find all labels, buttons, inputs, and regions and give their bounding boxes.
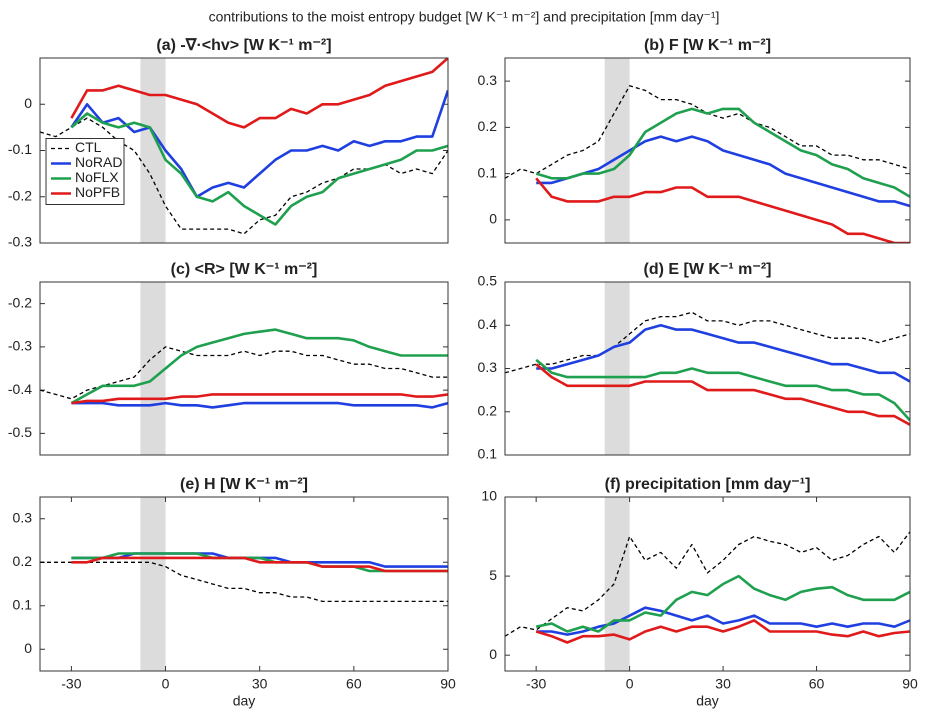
y-tick-label: 0 [24,640,32,656]
y-tick-label: -0.1 [8,141,32,157]
legend-label: CTL [75,139,102,155]
x-tick-label: 90 [440,676,456,692]
series-line [505,311,910,374]
y-tick-label: -0.5 [8,424,32,440]
y-tick-label: 0.1 [478,446,498,462]
x-tick-label: 0 [162,676,170,692]
panel-title: (f) precipitation [mm day⁻¹] [605,476,811,493]
y-tick-label: 0 [489,646,497,662]
series-line [535,363,910,426]
x-axis-label: day [233,693,256,709]
highlight-band [140,497,166,671]
plot-frame [504,57,911,244]
x-tick-label: 90 [902,676,918,692]
highlight-band [604,282,630,455]
series-line [40,346,448,400]
panel-title: (b) F [W K⁻¹ m⁻²] [644,37,771,54]
legend-label: NoPFB [75,184,120,200]
figure-title: contributions to the moist entropy budge… [209,9,720,25]
series-line [536,135,910,208]
y-tick-label: -0.3 [8,338,32,354]
series-line [535,358,910,422]
y-tick-label: 0 [489,211,497,227]
series-line [71,556,448,573]
series-line [535,107,910,198]
series-line [40,561,448,603]
y-tick-label: 0 [24,95,32,111]
y-tick-label: 0.1 [13,596,33,612]
y-tick-label: 0.2 [478,402,498,418]
series-line [505,531,910,637]
y-tick-label: 0.5 [478,273,498,289]
plot-frame [39,496,449,672]
panel-title: (d) E [W K⁻¹ m⁻²] [644,261,772,278]
series-line [71,393,448,405]
y-tick-label: 0.4 [478,316,498,332]
series-line [71,401,448,409]
series-line [535,619,910,644]
series-line [70,328,448,405]
y-tick-label: 0.3 [478,72,498,88]
x-tick-label: -30 [61,676,81,692]
series-line [535,177,910,243]
x-axis-label: day [696,693,719,709]
highlight-band [604,497,630,671]
legend-label: NoRAD [75,154,122,170]
x-tick-label: 0 [626,676,634,692]
plot-frame [504,496,911,672]
series-line [70,112,448,226]
x-tick-label: 60 [809,676,825,692]
x-tick-label: -30 [526,676,546,692]
y-tick-label: 5 [489,567,497,583]
series-line [70,58,448,129]
y-tick-label: -0.2 [8,294,32,310]
y-tick-label: 0.2 [13,553,33,569]
y-tick-label: 0.3 [13,509,33,525]
series-line [535,574,910,633]
x-tick-label: 60 [346,676,362,692]
highlight-band [140,282,166,455]
y-tick-label: 0.3 [478,359,498,375]
panel-title: (c) <R> [W K⁻¹ m⁻²] [171,261,318,278]
plot-frame [39,57,449,244]
panel-title: (a) -∇·<hv> [W K⁻¹ m⁻²] [156,37,331,54]
y-tick-label: -0.2 [8,187,32,203]
y-tick-label: -0.3 [8,234,32,250]
legend-label: NoFLX [75,169,119,185]
series-line [70,89,448,199]
y-tick-label: 0.2 [478,118,498,134]
series-line [536,606,910,636]
x-tick-label: 30 [252,676,268,692]
series-line [536,324,910,383]
plot-frame [39,281,449,456]
y-tick-label: -0.4 [8,381,32,397]
highlight-band [604,58,630,243]
y-tick-label: 0.1 [478,164,498,180]
plot-frame [504,281,911,456]
y-tick-label: 10 [481,488,497,504]
panel-title: (e) H [W K⁻¹ m⁻²] [180,476,308,493]
x-tick-label: 30 [715,676,731,692]
